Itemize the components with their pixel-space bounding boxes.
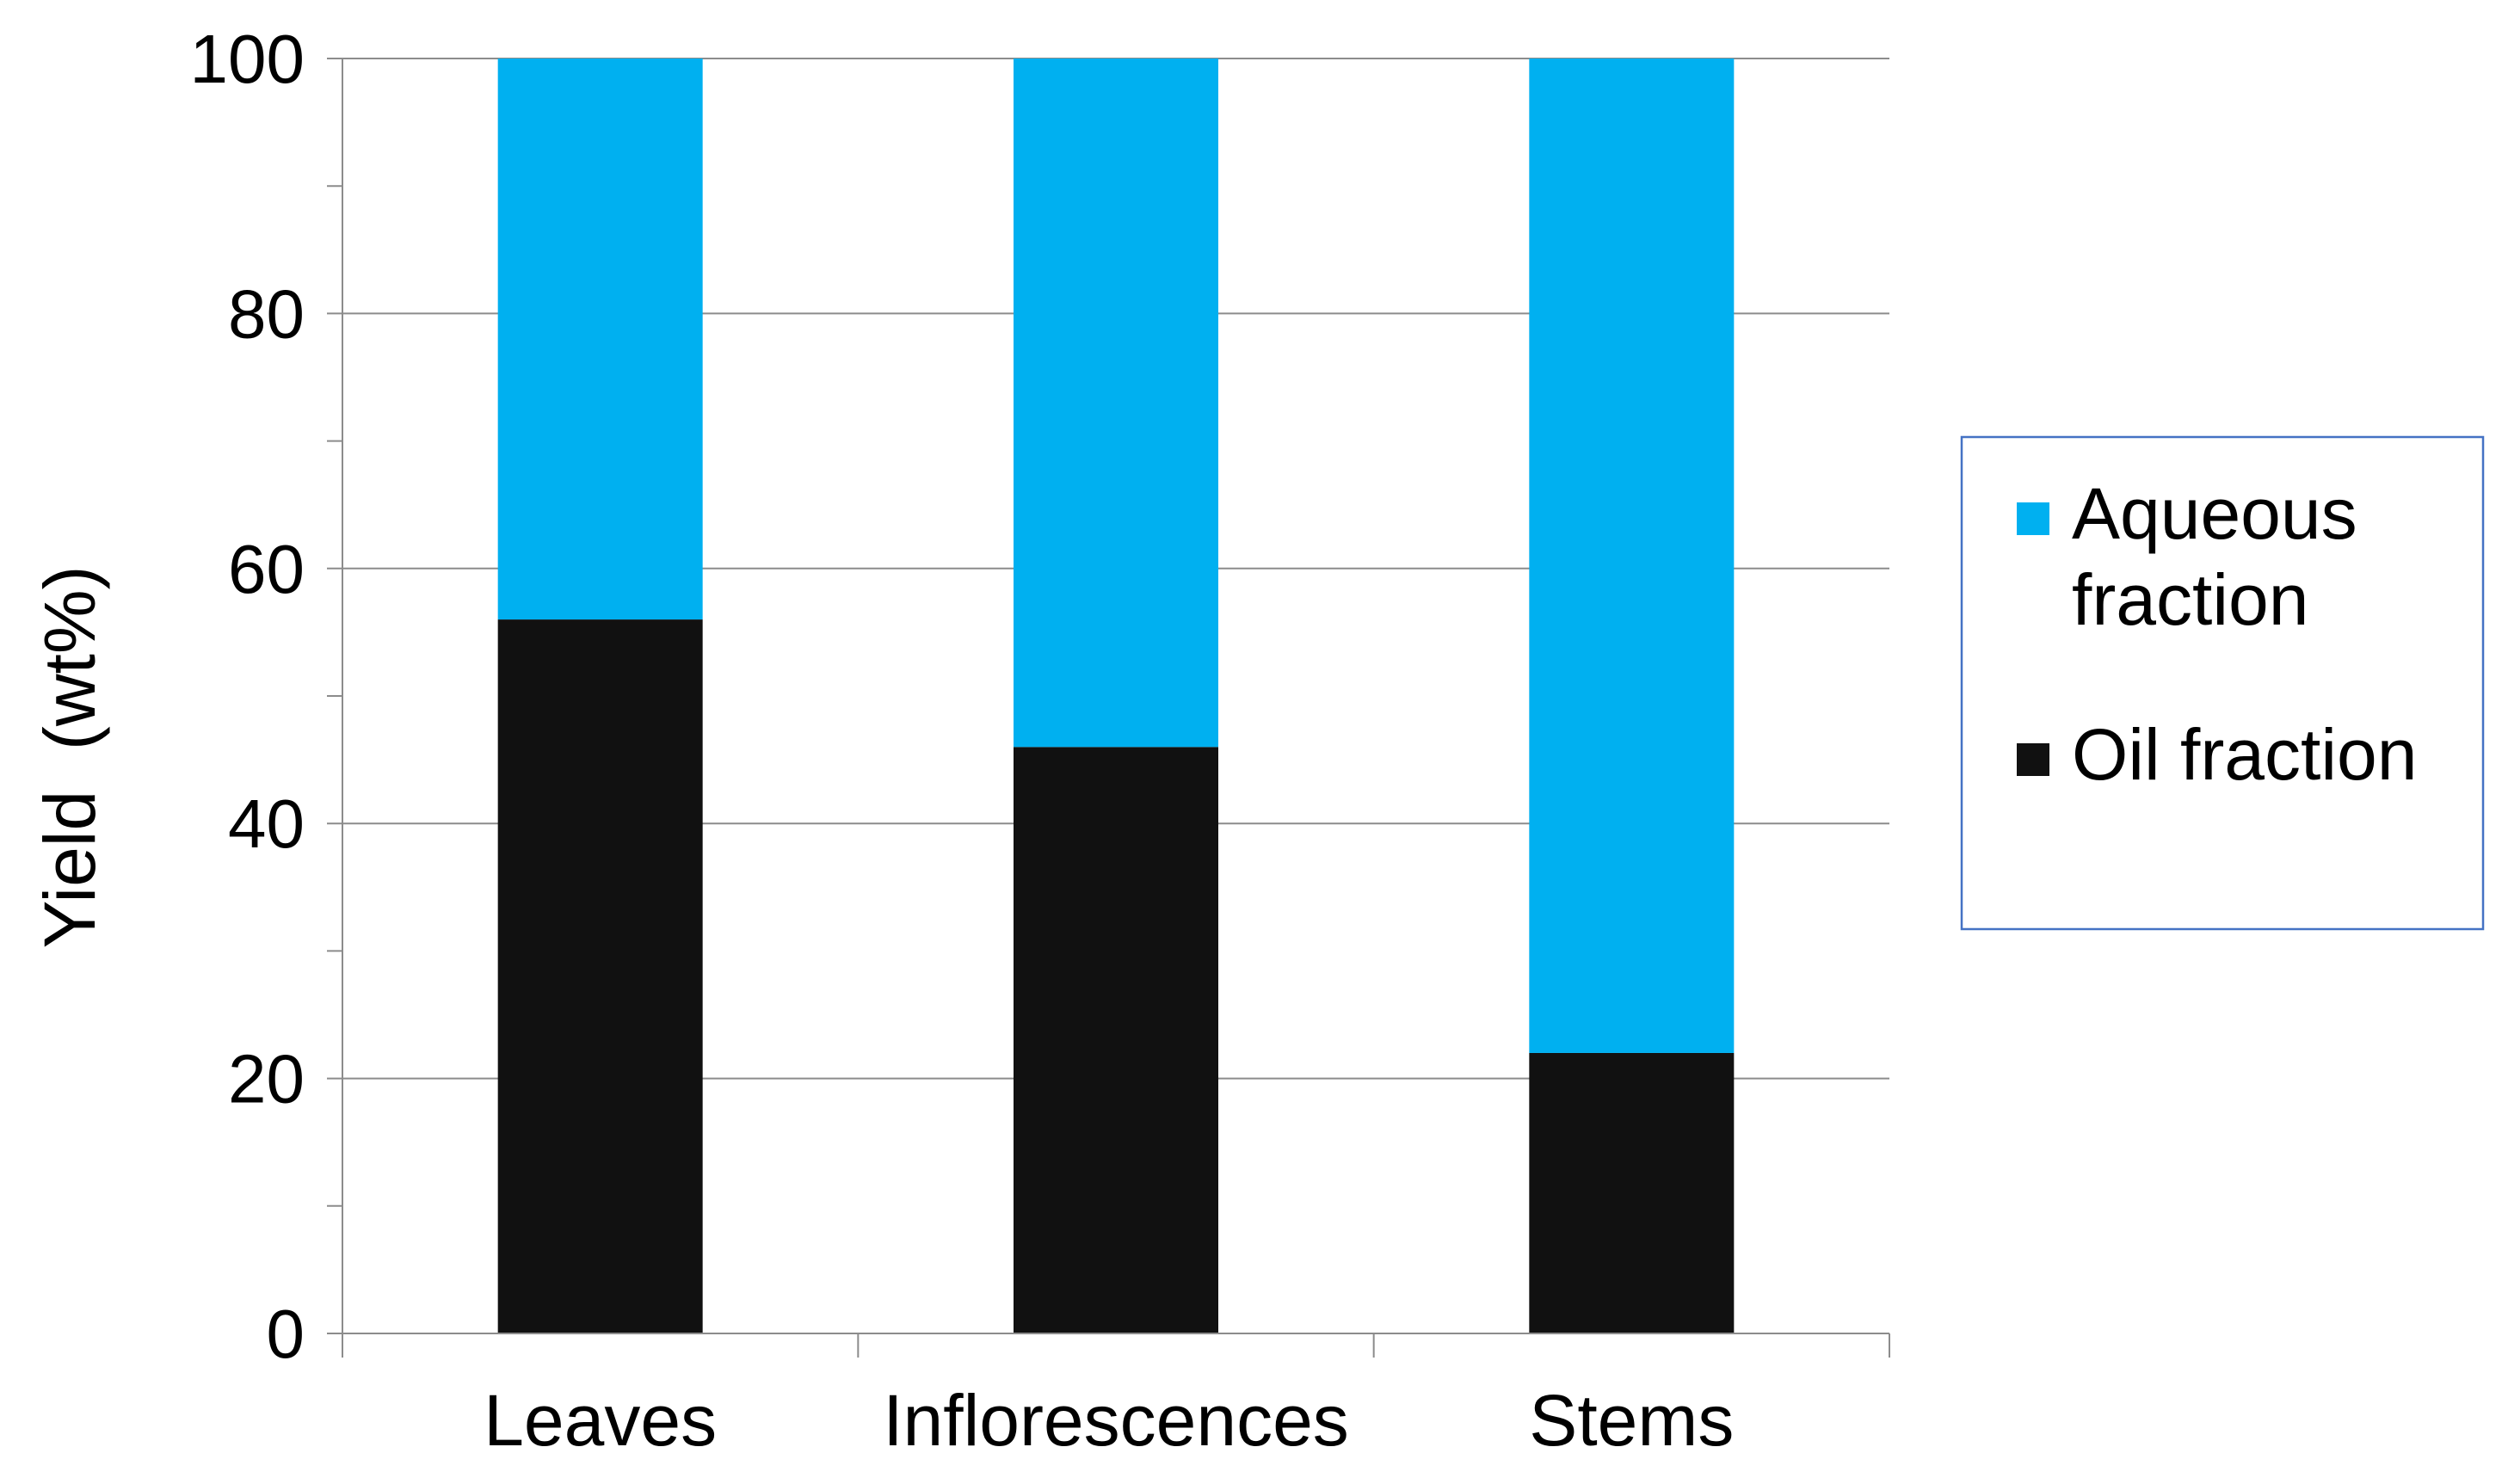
- legend-label-oil-fraction: Oil fraction: [2072, 714, 2417, 795]
- legend-swatch-aqueous-fraction: [2017, 502, 2049, 535]
- legend-swatch-oil-fraction: [2017, 743, 2049, 776]
- x-tick-label-stems: Stems: [1529, 1380, 1734, 1461]
- y-tick-label-0: 0: [267, 1296, 305, 1372]
- x-tick-label-inflorescences: Inflorescences: [883, 1380, 1349, 1461]
- y-tick-label-100: 100: [190, 21, 305, 97]
- axes: [327, 58, 1890, 1358]
- y-axis-label: Yield (wt%): [29, 566, 110, 949]
- y-tick-label-40: 40: [228, 785, 305, 862]
- y-tick-label-20: 20: [228, 1041, 305, 1118]
- tick-labels: 0 20 40 60 80 100 Leaves Inflorescences Stems: [190, 21, 1735, 1461]
- bars: [497, 58, 1735, 1333]
- bar-inflorescences-aqueous-fraction: [1014, 58, 1218, 748]
- x-tick-label-leaves: Leaves: [484, 1380, 717, 1461]
- bar-stems-oil-fraction: [1529, 1052, 1735, 1333]
- y-tick-label-60: 60: [228, 531, 305, 607]
- bar-stems-aqueous-fraction: [1529, 58, 1735, 1053]
- bar-leaves-oil-fraction: [497, 619, 703, 1333]
- bar-leaves-aqueous-fraction: [497, 58, 703, 620]
- legend-label-aqueous-fraction: fraction: [2072, 559, 2308, 640]
- y-tick-label-80: 80: [228, 275, 305, 352]
- bar-inflorescences-oil-fraction: [1014, 747, 1218, 1333]
- legend-label-aqueous-fraction: Aqueous: [2072, 473, 2357, 554]
